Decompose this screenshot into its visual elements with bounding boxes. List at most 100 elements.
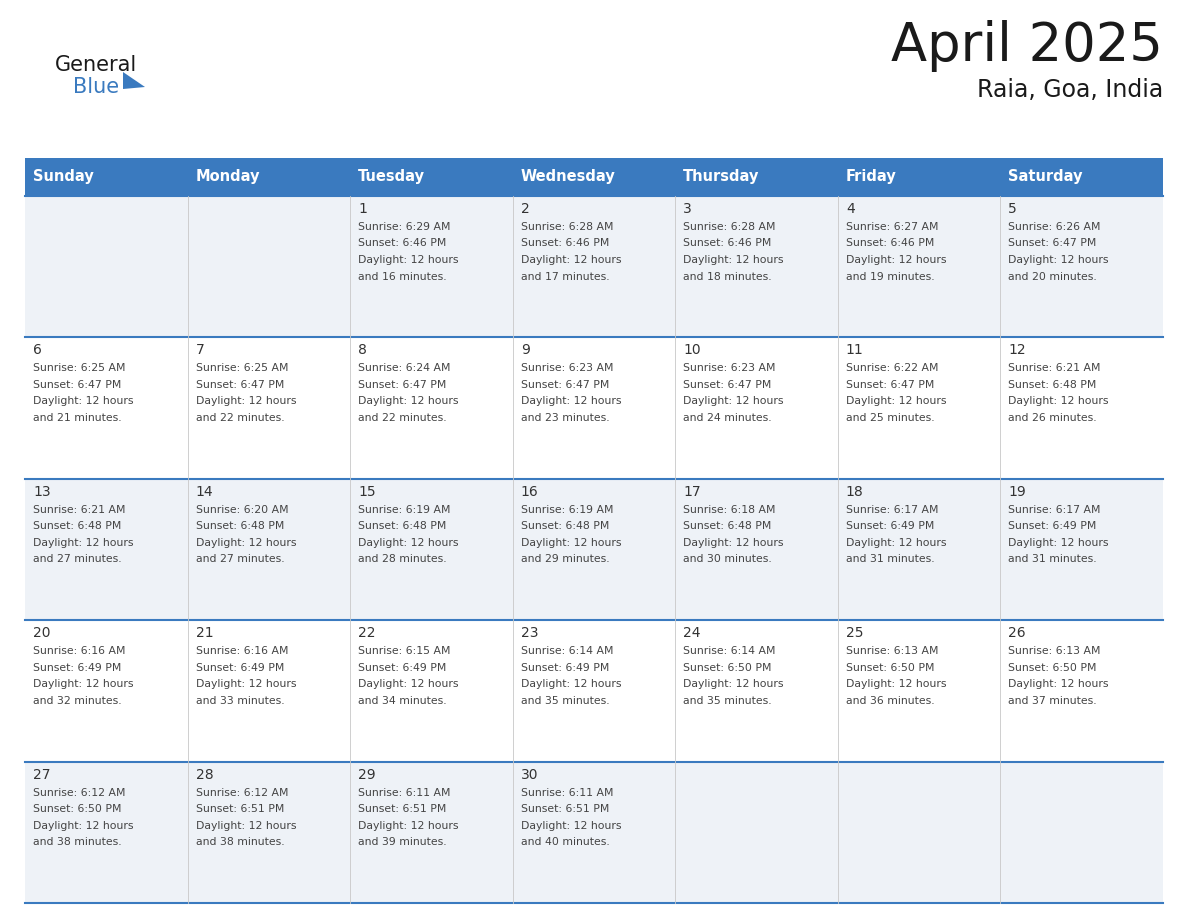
Text: and 29 minutes.: and 29 minutes. (520, 554, 609, 565)
Text: Wednesday: Wednesday (520, 170, 615, 185)
Text: and 40 minutes.: and 40 minutes. (520, 837, 609, 847)
Text: Daylight: 12 hours: Daylight: 12 hours (196, 679, 296, 689)
Text: Daylight: 12 hours: Daylight: 12 hours (520, 679, 621, 689)
Text: Sunset: 6:48 PM: Sunset: 6:48 PM (358, 521, 447, 532)
Text: 24: 24 (683, 626, 701, 640)
Text: Tuesday: Tuesday (358, 170, 425, 185)
Bar (675, 158, 838, 196)
Text: Friday: Friday (846, 170, 897, 185)
Text: Daylight: 12 hours: Daylight: 12 hours (1009, 538, 1108, 548)
Text: Sunrise: 6:25 AM: Sunrise: 6:25 AM (196, 364, 287, 374)
Text: Daylight: 12 hours: Daylight: 12 hours (846, 255, 947, 265)
Text: Sunrise: 6:26 AM: Sunrise: 6:26 AM (1009, 222, 1101, 232)
Text: Sunrise: 6:11 AM: Sunrise: 6:11 AM (520, 788, 613, 798)
Bar (25, 479, 1163, 621)
Text: Sunrise: 6:17 AM: Sunrise: 6:17 AM (846, 505, 939, 515)
Text: Daylight: 12 hours: Daylight: 12 hours (358, 538, 459, 548)
Text: and 23 minutes.: and 23 minutes. (520, 413, 609, 423)
Text: and 31 minutes.: and 31 minutes. (1009, 554, 1097, 565)
Text: 17: 17 (683, 485, 701, 498)
Bar (1000, 158, 1163, 196)
Text: and 38 minutes.: and 38 minutes. (33, 837, 121, 847)
Text: 22: 22 (358, 626, 375, 640)
Text: 13: 13 (33, 485, 51, 498)
Text: Sunset: 6:47 PM: Sunset: 6:47 PM (33, 380, 121, 390)
Text: and 37 minutes.: and 37 minutes. (1009, 696, 1097, 706)
Text: Raia, Goa, India: Raia, Goa, India (977, 78, 1163, 102)
Text: 3: 3 (683, 202, 693, 216)
Text: Sunrise: 6:16 AM: Sunrise: 6:16 AM (196, 646, 287, 656)
Text: 19: 19 (1009, 485, 1026, 498)
Text: Sunset: 6:48 PM: Sunset: 6:48 PM (33, 521, 121, 532)
Text: and 16 minutes.: and 16 minutes. (358, 272, 447, 282)
Text: Daylight: 12 hours: Daylight: 12 hours (33, 821, 133, 831)
Text: Sunset: 6:47 PM: Sunset: 6:47 PM (846, 380, 934, 390)
Text: Sunrise: 6:15 AM: Sunrise: 6:15 AM (358, 646, 450, 656)
Text: 29: 29 (358, 767, 375, 781)
Text: Thursday: Thursday (683, 170, 759, 185)
Text: Sunset: 6:48 PM: Sunset: 6:48 PM (683, 521, 772, 532)
Text: and 25 minutes.: and 25 minutes. (846, 413, 935, 423)
Text: Daylight: 12 hours: Daylight: 12 hours (846, 679, 947, 689)
Text: Sunrise: 6:12 AM: Sunrise: 6:12 AM (33, 788, 126, 798)
Text: 15: 15 (358, 485, 375, 498)
Text: Sunset: 6:49 PM: Sunset: 6:49 PM (846, 521, 934, 532)
Text: and 38 minutes.: and 38 minutes. (196, 837, 284, 847)
Text: 26: 26 (1009, 626, 1026, 640)
Bar (25, 338, 1163, 479)
Text: Sunset: 6:48 PM: Sunset: 6:48 PM (1009, 380, 1097, 390)
Bar (25, 158, 188, 196)
Text: Sunset: 6:50 PM: Sunset: 6:50 PM (1009, 663, 1097, 673)
Text: Daylight: 12 hours: Daylight: 12 hours (846, 397, 947, 407)
Text: Sunset: 6:50 PM: Sunset: 6:50 PM (846, 663, 934, 673)
Text: Sunrise: 6:23 AM: Sunrise: 6:23 AM (683, 364, 776, 374)
Text: 28: 28 (196, 767, 213, 781)
Text: Daylight: 12 hours: Daylight: 12 hours (196, 821, 296, 831)
Text: and 35 minutes.: and 35 minutes. (520, 696, 609, 706)
Text: Sunrise: 6:21 AM: Sunrise: 6:21 AM (1009, 364, 1101, 374)
Text: and 18 minutes.: and 18 minutes. (683, 272, 772, 282)
Text: Daylight: 12 hours: Daylight: 12 hours (846, 538, 947, 548)
Text: 1: 1 (358, 202, 367, 216)
Text: and 27 minutes.: and 27 minutes. (196, 554, 284, 565)
Text: Daylight: 12 hours: Daylight: 12 hours (520, 538, 621, 548)
Text: 23: 23 (520, 626, 538, 640)
Text: Sunset: 6:50 PM: Sunset: 6:50 PM (33, 804, 121, 814)
Text: Sunrise: 6:12 AM: Sunrise: 6:12 AM (196, 788, 287, 798)
Text: Daylight: 12 hours: Daylight: 12 hours (520, 821, 621, 831)
Text: Daylight: 12 hours: Daylight: 12 hours (358, 821, 459, 831)
Bar (25, 196, 1163, 338)
Bar (350, 158, 513, 196)
Text: Daylight: 12 hours: Daylight: 12 hours (683, 255, 784, 265)
Text: and 33 minutes.: and 33 minutes. (196, 696, 284, 706)
Text: Saturday: Saturday (1009, 170, 1083, 185)
Text: and 34 minutes.: and 34 minutes. (358, 696, 447, 706)
Text: Daylight: 12 hours: Daylight: 12 hours (520, 255, 621, 265)
Text: Sunset: 6:47 PM: Sunset: 6:47 PM (358, 380, 447, 390)
Text: Sunrise: 6:14 AM: Sunrise: 6:14 AM (520, 646, 613, 656)
Text: Sunset: 6:47 PM: Sunset: 6:47 PM (520, 380, 609, 390)
Text: Sunset: 6:46 PM: Sunset: 6:46 PM (358, 239, 447, 249)
Text: and 17 minutes.: and 17 minutes. (520, 272, 609, 282)
Text: 9: 9 (520, 343, 530, 357)
Text: and 36 minutes.: and 36 minutes. (846, 696, 935, 706)
Text: and 31 minutes.: and 31 minutes. (846, 554, 935, 565)
Text: Sunrise: 6:13 AM: Sunrise: 6:13 AM (846, 646, 939, 656)
Text: Sunset: 6:47 PM: Sunset: 6:47 PM (683, 380, 772, 390)
Text: Sunrise: 6:14 AM: Sunrise: 6:14 AM (683, 646, 776, 656)
Text: Sunrise: 6:27 AM: Sunrise: 6:27 AM (846, 222, 939, 232)
Text: Daylight: 12 hours: Daylight: 12 hours (33, 397, 133, 407)
Text: and 32 minutes.: and 32 minutes. (33, 696, 121, 706)
Text: Sunrise: 6:22 AM: Sunrise: 6:22 AM (846, 364, 939, 374)
Text: Blue: Blue (72, 77, 119, 97)
Text: Sunrise: 6:16 AM: Sunrise: 6:16 AM (33, 646, 126, 656)
Text: Sunset: 6:49 PM: Sunset: 6:49 PM (520, 663, 609, 673)
Text: Sunset: 6:46 PM: Sunset: 6:46 PM (846, 239, 934, 249)
Text: Sunset: 6:49 PM: Sunset: 6:49 PM (196, 663, 284, 673)
Text: 27: 27 (33, 767, 51, 781)
Text: and 19 minutes.: and 19 minutes. (846, 272, 935, 282)
Text: 30: 30 (520, 767, 538, 781)
Text: 8: 8 (358, 343, 367, 357)
Text: Daylight: 12 hours: Daylight: 12 hours (358, 255, 459, 265)
Text: Daylight: 12 hours: Daylight: 12 hours (683, 538, 784, 548)
